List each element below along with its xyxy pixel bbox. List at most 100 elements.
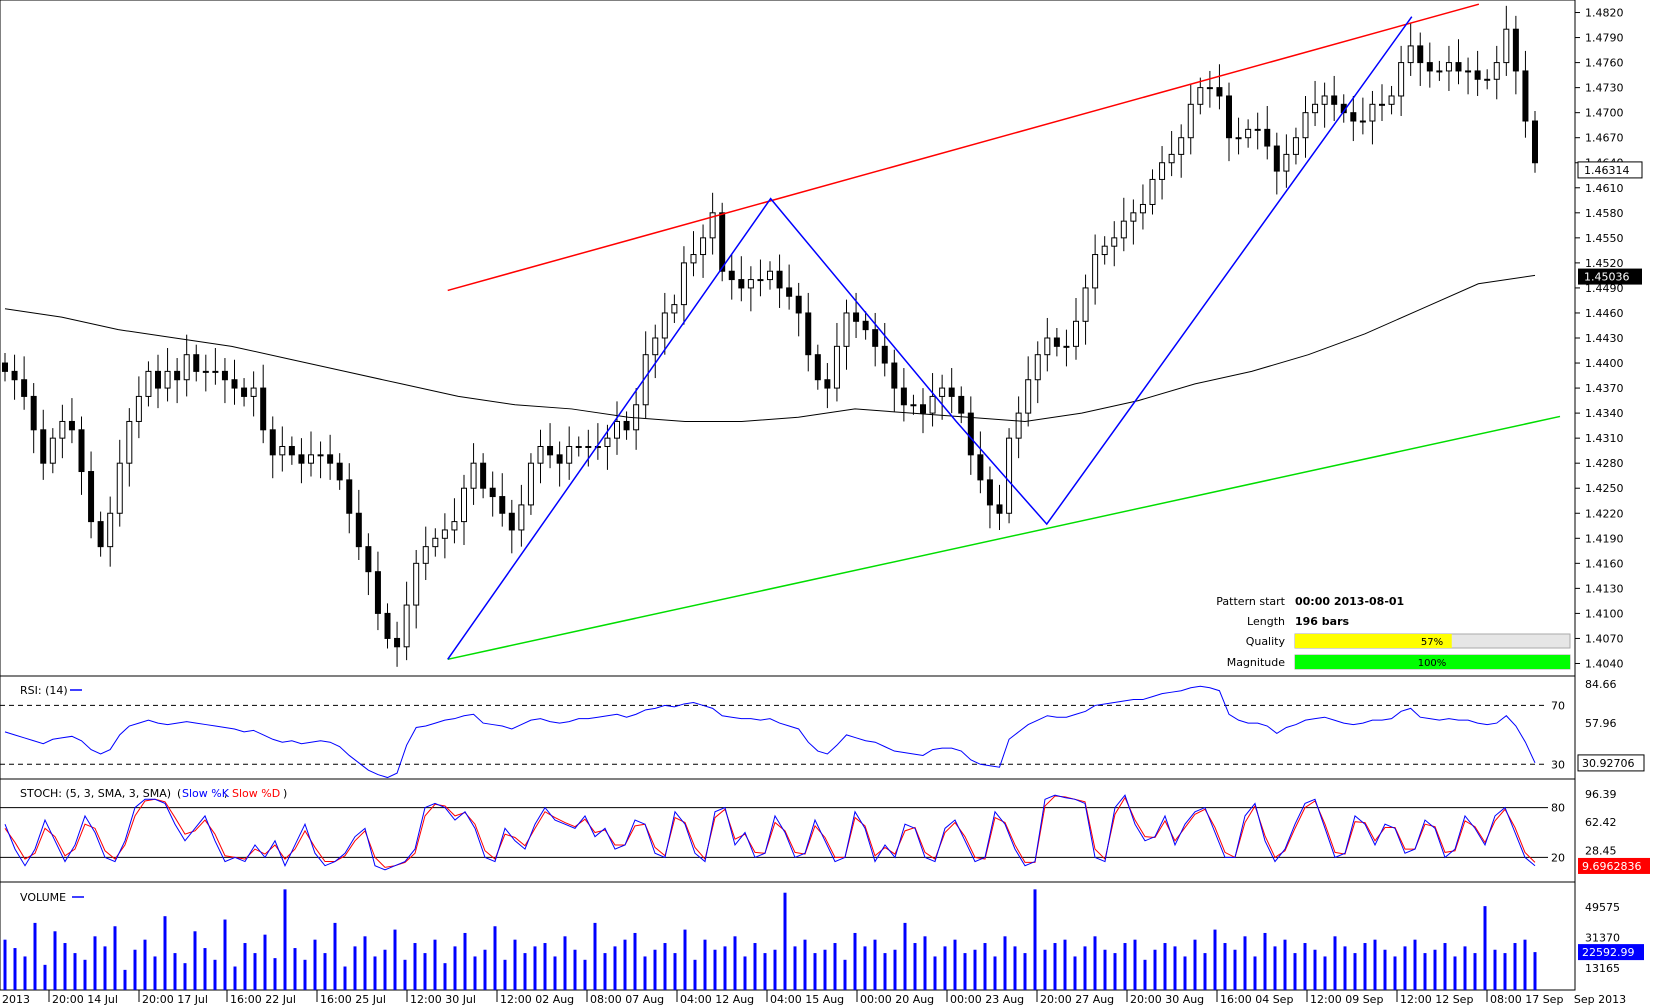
volume-bar bbox=[783, 892, 787, 990]
stoch-tick-label: 28.45 bbox=[1585, 844, 1617, 857]
volume-bar bbox=[833, 943, 837, 990]
candle-body bbox=[1235, 137, 1242, 140]
volume-bar bbox=[1443, 943, 1447, 990]
volume-bar bbox=[1003, 936, 1007, 990]
candle-body bbox=[939, 387, 946, 397]
volume-bar bbox=[1533, 952, 1537, 990]
stoch-paren-close: ) bbox=[283, 787, 287, 800]
candle-body bbox=[1034, 354, 1041, 381]
candle-body bbox=[518, 504, 525, 531]
volume-bar bbox=[793, 946, 797, 990]
candle-body bbox=[327, 454, 334, 464]
volume-bar bbox=[553, 956, 557, 990]
volume-bar bbox=[1283, 939, 1287, 990]
candle-body bbox=[68, 420, 75, 431]
candle-body bbox=[470, 462, 477, 489]
volume-bar bbox=[873, 939, 877, 990]
candle-body bbox=[1082, 287, 1089, 322]
volume-bar bbox=[183, 963, 187, 990]
volume-bar bbox=[63, 943, 67, 990]
volume-bar bbox=[483, 949, 487, 990]
pattern-start-label: Pattern start bbox=[1216, 595, 1285, 608]
volume-bar bbox=[883, 953, 887, 990]
volume-bar bbox=[1023, 953, 1027, 990]
volume-bar bbox=[603, 953, 607, 990]
candle-body bbox=[212, 370, 219, 373]
volume-bar bbox=[33, 922, 37, 990]
time-label: 20:00 14 Jul bbox=[52, 993, 118, 1006]
rsi-current-box bbox=[1577, 754, 1645, 772]
candle-body bbox=[1283, 153, 1290, 172]
price-tick-label: 1.4250 bbox=[1585, 482, 1624, 495]
axis-layer: 1.4820 1.4790 1.4760 1.4730 1.4700 1.4670 1.46… bbox=[2, 7, 1650, 1006]
candle-body bbox=[977, 454, 984, 481]
volume-bar bbox=[1463, 946, 1467, 990]
candle-body bbox=[776, 270, 783, 289]
pattern-info: Pattern start 00:00 2013-08-01 Length 19… bbox=[1216, 595, 1571, 670]
candle-body bbox=[1168, 153, 1175, 164]
candle-body bbox=[1417, 45, 1424, 64]
candle-body bbox=[1455, 62, 1462, 72]
price-tick-label: 1.4220 bbox=[1585, 507, 1624, 520]
volume-bar bbox=[1473, 953, 1477, 990]
candle-body bbox=[1130, 212, 1137, 222]
candle-body bbox=[967, 412, 974, 456]
time-label: 20:00 17 Jul bbox=[142, 993, 208, 1006]
pattern-start-value: 00:00 2013-08-01 bbox=[1295, 595, 1404, 608]
candle-body bbox=[1073, 320, 1079, 347]
candle-body bbox=[585, 445, 592, 448]
volume-bar bbox=[493, 926, 497, 990]
volume-bar bbox=[1223, 943, 1227, 990]
stoch-d-label: Slow %D bbox=[232, 787, 280, 800]
current-price-label: 1.46314 bbox=[1584, 164, 1630, 177]
volume-bar bbox=[113, 926, 117, 990]
volume-bar bbox=[1213, 929, 1217, 990]
candle-body bbox=[145, 370, 152, 397]
volume-bar bbox=[503, 959, 507, 990]
candle-body bbox=[881, 345, 888, 364]
candle-body bbox=[1532, 120, 1538, 164]
time-label: 04:00 12 Aug bbox=[680, 993, 754, 1006]
price-tick-label: 1.4130 bbox=[1585, 582, 1624, 595]
volume-bar bbox=[23, 956, 27, 990]
volume-layer bbox=[3, 889, 1537, 990]
candle-body bbox=[709, 212, 716, 239]
candle-body bbox=[1369, 103, 1376, 122]
price-tick-label: 1.4190 bbox=[1585, 532, 1624, 545]
candle-body bbox=[1359, 120, 1366, 123]
volume-bar bbox=[1133, 939, 1137, 990]
candle-body bbox=[824, 379, 831, 389]
candle-body bbox=[155, 370, 161, 389]
candle-body bbox=[308, 454, 314, 464]
volume-bar bbox=[473, 956, 477, 990]
time-label: 08:00 07 Aug bbox=[590, 993, 664, 1006]
price-tick-label: 1.4400 bbox=[1585, 357, 1624, 370]
candle-body bbox=[135, 395, 142, 422]
candle-body bbox=[623, 420, 630, 431]
candle-body bbox=[489, 487, 496, 498]
rsi-level-label: 70 bbox=[1551, 699, 1565, 712]
candle-body bbox=[1273, 145, 1280, 172]
stoch-tick-label: 62.42 bbox=[1585, 816, 1617, 829]
candle-body bbox=[1025, 379, 1032, 414]
price-tick-label: 1.4280 bbox=[1585, 457, 1624, 470]
candle-body bbox=[671, 304, 678, 314]
candle-body bbox=[403, 604, 410, 648]
volume-bar bbox=[523, 953, 527, 990]
candle-body bbox=[413, 562, 420, 606]
volume-bar bbox=[1013, 946, 1017, 990]
stoch-layer: 80 20 bbox=[0, 794, 1565, 871]
candle-body bbox=[432, 537, 439, 548]
volume-bar bbox=[1523, 939, 1527, 990]
quality-value: 57% bbox=[1421, 637, 1443, 648]
stoch-label: STOCH: (5, 3, SMA, 3, SMA) bbox=[20, 787, 171, 800]
candle-body bbox=[1522, 70, 1529, 122]
candle-body bbox=[1197, 87, 1204, 105]
candle-body bbox=[996, 504, 1003, 514]
volume-bar bbox=[673, 953, 677, 990]
candle-body bbox=[1063, 345, 1070, 348]
candle-body bbox=[1120, 220, 1127, 239]
candle-body bbox=[1465, 70, 1472, 73]
volume-panel-frame bbox=[0, 881, 1576, 991]
candle-body bbox=[1321, 95, 1328, 105]
